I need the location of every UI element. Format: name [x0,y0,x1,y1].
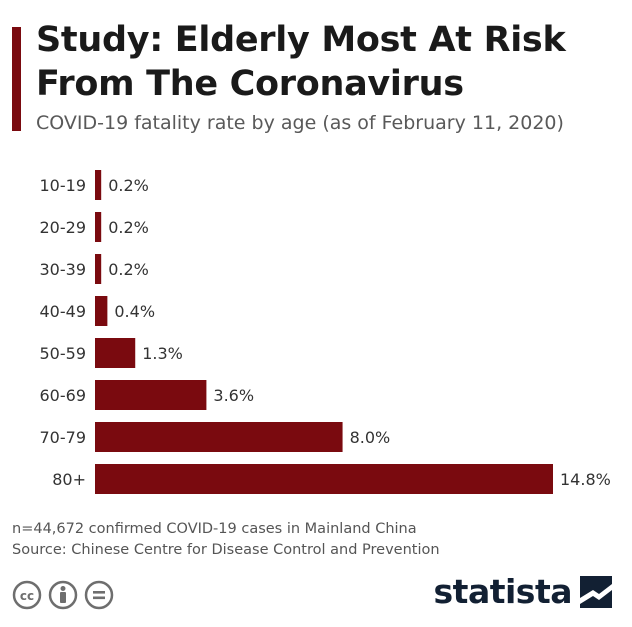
category-label: 60-69 [40,386,87,405]
value-label: 0.4% [114,302,155,321]
chart-subtitle: COVID-19 fatality rate by age (as of Feb… [36,112,564,134]
chart-title: Study: Elderly Most At Risk From The Cor… [36,20,566,104]
category-label: 80+ [52,470,86,489]
logo-text: statista [433,572,573,611]
value-label: 0.2% [108,260,149,279]
bar [95,170,102,200]
statista-logo-icon [580,575,612,608]
value-label: 1.3% [142,344,183,363]
source-note: Source: Chinese Centre for Disease Contr… [12,542,440,558]
bar [95,422,343,452]
bar [95,212,102,242]
category-label: 30-39 [40,260,87,279]
sample-note: n=44,672 confirmed COVID-19 cases in Mai… [12,521,417,537]
bar [95,254,102,284]
category-label: 40-49 [40,302,87,321]
attribution-icon [48,580,78,610]
bar-chart: 10-19 0.2% 20-29 0.2% 30-39 0.2% 40-49 0.4% 50-5… [40,170,611,494]
statista-logo[interactable]: statista [434,572,612,611]
value-label: 14.8% [560,470,611,489]
category-label: 20-29 [40,218,87,237]
accent-bar [12,27,21,131]
value-label: 3.6% [213,386,254,405]
category-label: 50-59 [40,344,87,363]
value-label: 8.0% [350,428,391,447]
bar [95,338,136,368]
footnote: n=44,672 confirmed COVID-19 cases in Mai… [12,519,440,561]
bar [95,380,207,410]
bar [95,464,553,494]
category-label: 10-19 [40,176,87,195]
no-derivatives-icon [84,580,114,610]
category-label: 70-79 [40,428,87,447]
license-icons: cc [12,580,114,610]
bar [95,296,108,326]
value-label: 0.2% [108,176,149,195]
value-label: 0.2% [108,218,149,237]
svg-text:cc: cc [20,589,34,603]
creative-commons-icon: cc [12,580,42,610]
